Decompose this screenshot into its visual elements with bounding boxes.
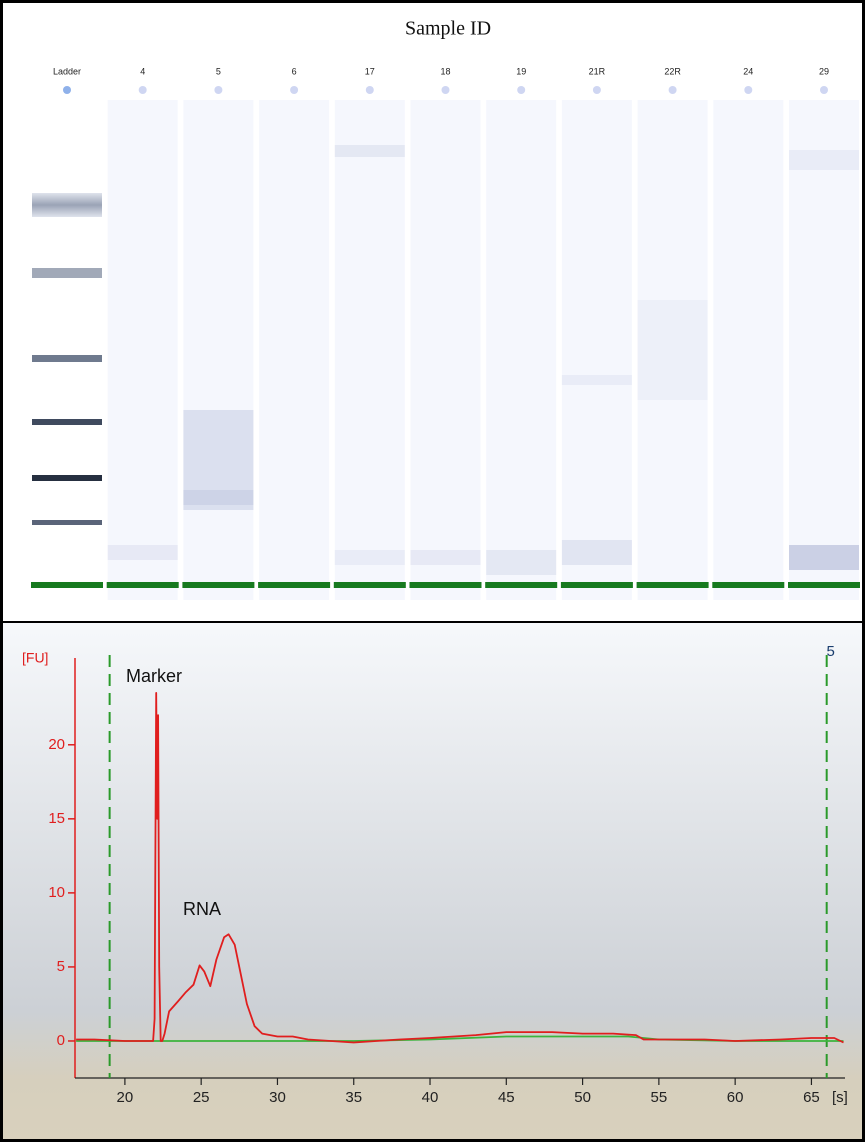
lane-dot — [366, 86, 374, 94]
x-tick-label: 60 — [727, 1089, 744, 1106]
marker-band — [485, 582, 557, 588]
x-tick-label: 35 — [345, 1089, 362, 1106]
sample-smear — [562, 540, 632, 565]
marker-band — [334, 582, 406, 588]
gel-lane — [183, 100, 253, 600]
y-axis-label: [FU] — [22, 650, 48, 666]
sample-smear — [411, 550, 481, 565]
lane-dot — [593, 86, 601, 94]
lane-label: 5 — [216, 66, 221, 76]
sample-smear — [335, 145, 405, 157]
gel-lane — [486, 100, 556, 600]
lane-label: 18 — [440, 66, 450, 76]
ladder-band — [32, 475, 102, 481]
sample-smear — [335, 550, 405, 565]
ladder-band — [32, 193, 102, 217]
sample-smear — [789, 150, 859, 170]
lane-label: 17 — [365, 66, 375, 76]
lane-dot — [517, 86, 525, 94]
plot-background — [0, 622, 865, 1142]
x-tick-label: 30 — [269, 1089, 286, 1106]
y-tick-label: 5 — [57, 958, 65, 975]
x-tick-label: 55 — [651, 1089, 668, 1106]
lane-dot — [820, 86, 828, 94]
lane-dot — [214, 86, 222, 94]
marker-band — [561, 582, 633, 588]
lane-dot — [290, 86, 298, 94]
x-tick-label: 65 — [803, 1089, 820, 1106]
marker-band — [712, 582, 784, 588]
x-axis-label: [s] — [832, 1089, 848, 1106]
x-tick-label: 50 — [574, 1089, 591, 1106]
y-tick-label: 0 — [57, 1032, 65, 1049]
lane-label: Ladder — [53, 66, 81, 76]
lane-label: 22R — [664, 66, 681, 76]
y-tick-label: 20 — [48, 736, 65, 753]
gel-lane — [335, 100, 405, 600]
ladder-band — [32, 520, 102, 525]
sample-smear — [486, 550, 556, 575]
marker-band — [637, 582, 709, 588]
sample-smear — [108, 545, 178, 560]
gel: Ladder 4 5 6 17 18 19 21R 22R 24 29 — [31, 66, 860, 600]
sample-smear — [789, 545, 859, 570]
ladder-band — [32, 355, 102, 362]
y-tick-label: 15 — [48, 810, 65, 827]
gel-lane — [108, 100, 178, 600]
ladder-band — [32, 268, 102, 278]
lane-label: 24 — [743, 66, 753, 76]
marker-band — [788, 582, 860, 588]
sample-smear — [638, 300, 708, 400]
sample-smear — [183, 490, 253, 505]
gel-lane — [789, 100, 859, 600]
lane-label: 4 — [140, 66, 145, 76]
lane-dot — [442, 86, 450, 94]
gel-title: Sample ID — [405, 18, 491, 40]
marker-band — [107, 582, 179, 588]
gel-lane — [259, 100, 329, 600]
gel-lane — [411, 100, 481, 600]
x-tick-label: 45 — [498, 1089, 515, 1106]
lane-dot — [669, 86, 677, 94]
lane-dot — [744, 86, 752, 94]
ladder-band — [32, 419, 102, 425]
marker-band — [182, 582, 254, 588]
gel-lane — [562, 100, 632, 600]
marker-band — [410, 582, 482, 588]
marker-band — [31, 582, 103, 588]
lane-label: 29 — [819, 66, 829, 76]
marker-band — [258, 582, 330, 588]
marker-line-label: 5 — [827, 643, 835, 660]
figure: Sample ID Ladder45617181921R22R2429 0510… — [0, 0, 865, 1142]
y-tick-label: 10 — [48, 884, 65, 901]
gel-lane — [713, 100, 783, 600]
x-tick-label: 20 — [117, 1089, 134, 1106]
lane-dot — [63, 86, 71, 94]
annotation: Marker — [126, 666, 182, 686]
sample-smear — [562, 375, 632, 385]
annotation: RNA — [183, 899, 221, 919]
lane-label: 21R — [589, 66, 606, 76]
lane-dot — [139, 86, 147, 94]
lane-label: 19 — [516, 66, 526, 76]
lane-label: 6 — [292, 66, 297, 76]
x-tick-label: 25 — [193, 1089, 210, 1106]
x-tick-label: 40 — [422, 1089, 439, 1106]
